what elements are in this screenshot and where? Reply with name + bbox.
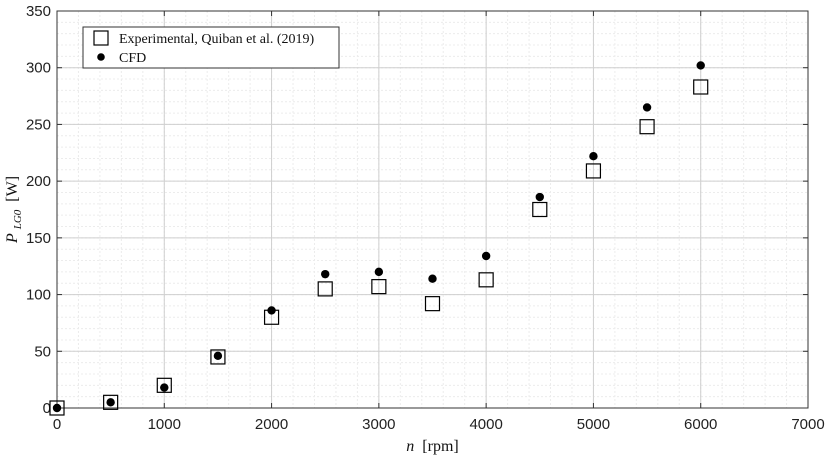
- x-axis-unit: [rpm]: [422, 438, 458, 455]
- experimental-point: [317, 281, 333, 297]
- x-tick-label: 0: [53, 416, 61, 433]
- y-tick-label: 350: [26, 3, 51, 20]
- minor-grid: [56, 10, 809, 409]
- legend-experimental-marker: [93, 30, 109, 46]
- y-tick-label: 0: [43, 400, 51, 417]
- x-tick-label: 6000: [684, 416, 717, 433]
- experimental-point: [156, 377, 172, 393]
- x-tick-label: 3000: [362, 416, 395, 433]
- x-axis-ticks: 0 1000 2000 3000 4000 5000 6000 7000: [53, 11, 825, 433]
- cfd-point: [106, 398, 115, 407]
- x-tick-label: 2000: [255, 416, 288, 433]
- cfd-point: [213, 351, 223, 361]
- y-axis-label: P LG0 [W]: [4, 176, 25, 244]
- major-grid: [56, 10, 809, 409]
- series-cfd: [52, 61, 705, 413]
- x-tick-label: 5000: [577, 416, 610, 433]
- cfd-point: [428, 274, 437, 283]
- series-experimental: [49, 79, 709, 416]
- y-axis-ticks: 0 50 100 150 200 250 300 350: [26, 3, 808, 417]
- legend-cfd-marker: [97, 53, 105, 61]
- cfd-point: [535, 192, 544, 202]
- cfd-point: [481, 251, 491, 261]
- y-axis-unit: [W]: [4, 176, 21, 202]
- experimental-point: [585, 163, 602, 179]
- cfd-point: [160, 383, 169, 392]
- x-axis-label: n [rpm]: [406, 438, 458, 455]
- y-tick-label: 150: [26, 230, 51, 247]
- cfd-point: [267, 306, 276, 315]
- experimental-point: [424, 296, 441, 312]
- experimental-point: [639, 119, 655, 135]
- x-tick-label: 7000: [791, 416, 824, 433]
- y-axis-subscript: LG0: [12, 209, 24, 230]
- cfd-point: [52, 403, 62, 413]
- x-tick-label: 4000: [469, 416, 502, 433]
- cfd-point: [642, 103, 652, 112]
- cfd-point: [589, 151, 598, 161]
- cfd-point: [321, 269, 330, 279]
- y-tick-label: 100: [26, 287, 51, 304]
- legend-box: [82, 26, 340, 69]
- experimental-point: [532, 201, 548, 218]
- plot-frame: [56, 10, 809, 409]
- legend: Experimental, Quiban et al. (2019) CFD: [82, 26, 340, 69]
- y-tick-label: 300: [26, 60, 51, 77]
- y-tick-label: 50: [34, 343, 51, 360]
- experimental-point: [693, 79, 709, 95]
- y-tick-label: 200: [26, 173, 51, 190]
- legend-cfd-label: CFD: [119, 51, 146, 66]
- y-axis-variable: P: [4, 233, 21, 244]
- experimental-point: [478, 272, 494, 288]
- experimental-point: [103, 394, 119, 410]
- experimental-point: [49, 400, 65, 416]
- experimental-point: [210, 349, 226, 365]
- x-axis-variable: n: [406, 438, 414, 455]
- legend-experimental-label: Experimental, Quiban et al. (2019): [119, 32, 314, 47]
- experimental-point: [371, 279, 387, 295]
- x-tick-label: 1000: [148, 416, 181, 433]
- y-tick-label: 250: [26, 116, 51, 133]
- cfd-point: [696, 61, 705, 70]
- cfd-point: [374, 267, 384, 277]
